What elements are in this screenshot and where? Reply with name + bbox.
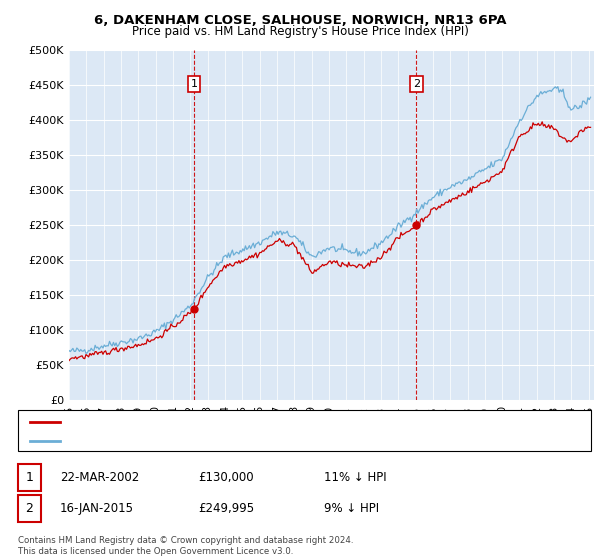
Text: 9% ↓ HPI: 9% ↓ HPI [324, 502, 379, 515]
Text: Contains HM Land Registry data © Crown copyright and database right 2024.
This d: Contains HM Land Registry data © Crown c… [18, 536, 353, 556]
Text: 2: 2 [25, 502, 34, 515]
Text: 1: 1 [191, 79, 197, 89]
Text: 16-JAN-2015: 16-JAN-2015 [60, 502, 134, 515]
Text: 6, DAKENHAM CLOSE, SALHOUSE, NORWICH, NR13 6PA (detached house): 6, DAKENHAM CLOSE, SALHOUSE, NORWICH, NR… [66, 417, 449, 427]
Text: 2: 2 [413, 79, 420, 89]
Text: Price paid vs. HM Land Registry's House Price Index (HPI): Price paid vs. HM Land Registry's House … [131, 25, 469, 38]
Text: 6, DAKENHAM CLOSE, SALHOUSE, NORWICH, NR13 6PA: 6, DAKENHAM CLOSE, SALHOUSE, NORWICH, NR… [94, 14, 506, 27]
Text: 22-MAR-2002: 22-MAR-2002 [60, 470, 139, 484]
Text: HPI: Average price, detached house, Broadland: HPI: Average price, detached house, Broa… [66, 436, 312, 446]
Text: 1: 1 [25, 470, 34, 484]
Text: £130,000: £130,000 [198, 470, 254, 484]
Text: £249,995: £249,995 [198, 502, 254, 515]
Text: 11% ↓ HPI: 11% ↓ HPI [324, 470, 386, 484]
